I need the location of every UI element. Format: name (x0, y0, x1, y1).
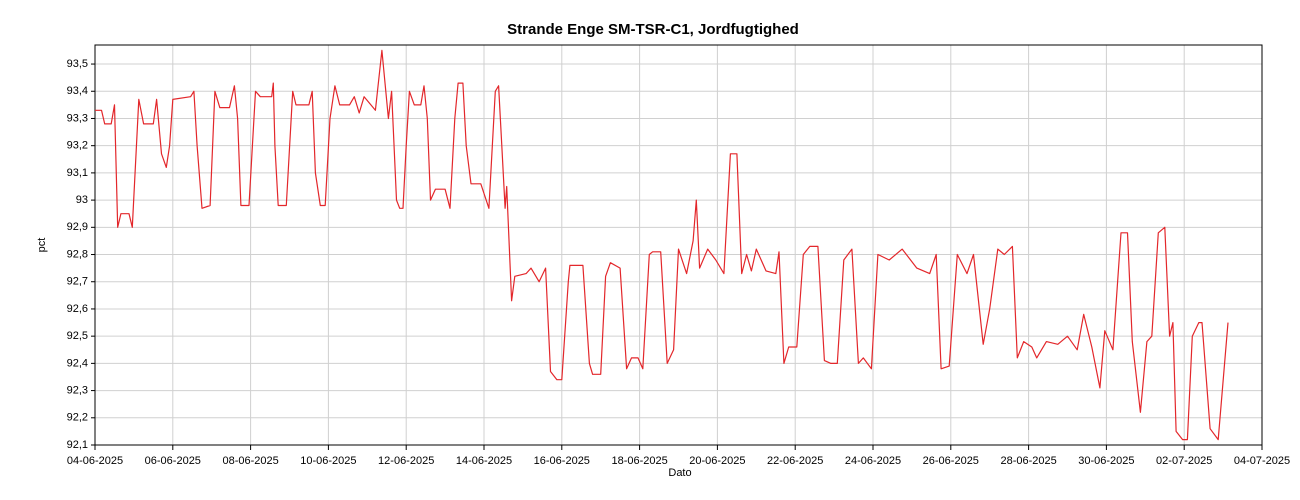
y-tick-label: 92,9 (67, 221, 88, 233)
x-axis-label: Dato (668, 467, 691, 479)
x-tick-label: 04-06-2025 (67, 455, 123, 467)
x-tick-label: 06-06-2025 (145, 455, 201, 467)
chart-title: Strande Enge SM-TSR-C1, Jordfugtighed (507, 21, 799, 38)
y-tick-label: 92,5 (67, 330, 88, 342)
x-tick-label: 08-06-2025 (222, 455, 278, 467)
y-tick-label: 93 (76, 194, 88, 206)
y-tick-label: 93,4 (67, 85, 88, 97)
plot-frame (94, 44, 1263, 446)
y-tick-label: 92,4 (67, 357, 88, 369)
x-tick-label: 04-07-2025 (1234, 455, 1290, 467)
x-tick-label: 22-06-2025 (767, 455, 823, 467)
y-tick-label: 92,6 (67, 303, 88, 315)
y-tick-label: 93,5 (67, 58, 88, 70)
x-tick-label: 16-06-2025 (534, 455, 590, 467)
y-axis-label: pct (36, 238, 48, 253)
x-tick-label: 12-06-2025 (378, 455, 434, 467)
x-tick-label: 28-06-2025 (1000, 455, 1056, 467)
x-tick-label: 18-06-2025 (611, 455, 667, 467)
y-tick-label: 92,2 (67, 412, 88, 424)
y-tick-label: 93,1 (67, 167, 88, 179)
y-tick-label: 92,1 (67, 439, 88, 451)
data-line (95, 49, 1229, 441)
y-tick-label: 92,3 (67, 384, 88, 396)
y-tick-label: 92,7 (67, 276, 88, 288)
y-tick-label: 93,2 (67, 140, 88, 152)
x-tick-label: 24-06-2025 (845, 455, 901, 467)
y-tick-label: 93,3 (67, 112, 88, 124)
x-tick-label: 26-06-2025 (923, 455, 979, 467)
x-tick-label: 30-06-2025 (1078, 455, 1134, 467)
x-tick-label: 10-06-2025 (300, 455, 356, 467)
y-tick-label: 92,8 (67, 248, 88, 260)
x-tick-label: 14-06-2025 (456, 455, 512, 467)
x-tick-label: 02-07-2025 (1156, 455, 1212, 467)
x-tick-label: 20-06-2025 (689, 455, 745, 467)
